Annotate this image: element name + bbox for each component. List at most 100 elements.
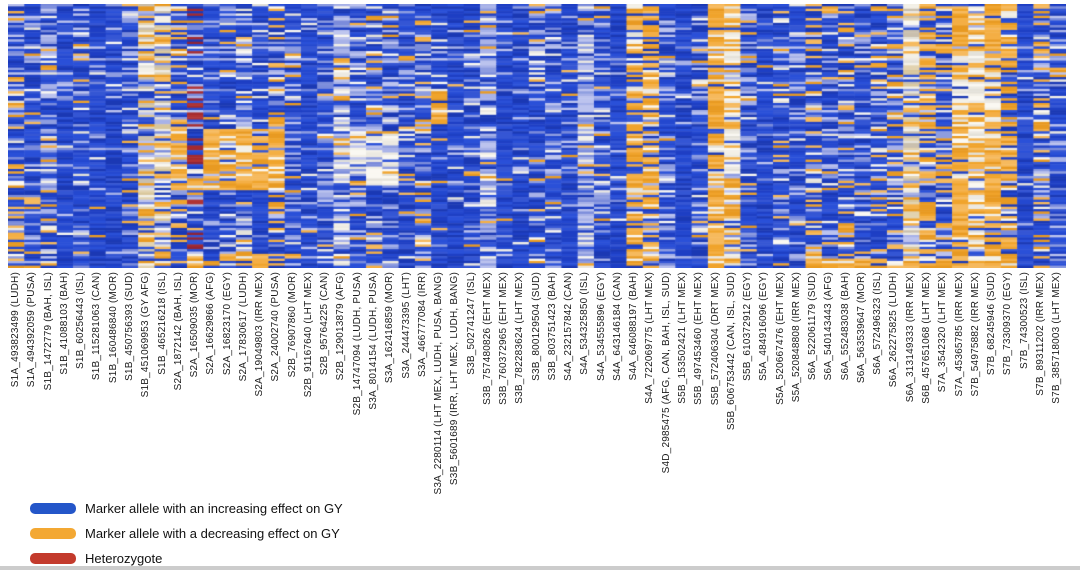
x-axis-label: S2A_17830617 (LUDH): [237, 272, 249, 382]
x-axis-label: S3A_2280114 (LHT MEX, LUDH, PUSA, BANG): [433, 272, 445, 495]
legend-label-increasing: Marker allele with an increasing effect …: [85, 500, 343, 516]
x-axis-label: S6B_457651068 (LHT MEX): [921, 272, 932, 404]
x-axis-label: S4A_643146184 (CAN): [611, 272, 623, 381]
x-axis-label: S7B_74300523 (ISL): [1018, 272, 1030, 370]
x-axis-label-cell: S6A_522061179 (SUD): [805, 272, 821, 562]
x-axis-label: S3B_760372965 (EHT MEX): [498, 272, 510, 405]
x-axis-label-cell: S3B_757480826 (EHT MEX): [480, 272, 496, 562]
x-axis-label: S2B_91167640 (LHT MEX): [302, 272, 314, 398]
x-axis-label-cell: S3A_244473395 (LHT): [398, 272, 414, 562]
x-axis-label-cell: S1A_493823499 (LUDH): [8, 272, 24, 562]
x-axis-label: S6A_313149333 (IRR MEX): [904, 272, 916, 403]
x-axis-label: S4D_2985475 (AFG, CAN, BAH, ISL, SUD): [660, 272, 672, 474]
x-axis-label: S4A_722069775 (LHT MEX): [644, 272, 656, 404]
x-axis-label-cell: S3B_502741247 (ISL): [463, 272, 479, 562]
x-axis-label: S7B_54975882 (IRR MEX): [969, 272, 981, 397]
x-axis-label: S2A_16629866 (AFG): [205, 272, 217, 375]
legend-swatch-decreasing: [30, 527, 76, 539]
x-axis-label: S4A_534555896 (EGY): [595, 272, 607, 381]
x-axis-label-cell: S3B_803751423 (BAH): [545, 272, 561, 562]
x-axis-label: S6A_262275825 (LUDH): [888, 272, 900, 388]
legend-label-heterozygote: Heterozygote: [85, 550, 163, 566]
x-axis-label-cell: S4A_232157842 (CAN): [561, 272, 577, 562]
x-axis-label: S2A_24002740 (PUSA): [270, 272, 282, 382]
x-axis-label: S3B_800129504 (SUD): [530, 272, 542, 381]
x-axis-label-cell: S3B_5601689 (IRR, LHT MEX, LUDH, BANG): [447, 272, 463, 562]
x-axis-label: S7B_89311202 (IRR MEX): [1034, 272, 1046, 396]
x-axis-label: S2A_16823170 (EGY): [221, 272, 233, 376]
x-axis-label: S1B_1472779 (BAH, ISL): [42, 272, 54, 391]
x-axis-label: S3B_782283624 (LHT MEX): [514, 272, 526, 404]
x-axis-label: S1B_160486840 (MOR): [107, 272, 119, 384]
x-axis-label: S3A_466777084 (IRR): [416, 272, 428, 377]
heatmap-canvas: [8, 4, 1066, 268]
legend-swatch-heterozygote: [30, 552, 76, 564]
x-axis-label-cell: S7B_74300523 (ISL): [1016, 272, 1032, 562]
x-axis-label: S7B_73309370 (EGY): [1002, 272, 1014, 376]
x-axis-label: S3B_803751423 (BAH): [546, 272, 558, 381]
x-axis-label: S1B_451069953 (GY AFG): [140, 272, 152, 398]
x-axis-label-cell: S6B_457651068 (LHT MEX): [919, 272, 935, 562]
x-axis-label: S7B_68245946 (SUD): [986, 272, 998, 376]
x-axis-label-cell: S7B_385718003 (LHT MEX): [1049, 272, 1065, 562]
x-axis-label-cell: S5A_484916096 (EGY): [756, 272, 772, 562]
legend-item-heterozygote: Heterozygote: [30, 550, 343, 566]
x-axis-label: S2A_16509035 (MOR): [189, 272, 201, 378]
x-axis-label-cell: S4A_722069775 (LHT MEX): [642, 272, 658, 562]
x-axis-label-cell: S5B_610372912 (EGY): [740, 272, 756, 562]
x-axis-label-cell: S4D_2985475 (AFG, CAN, BAH, ISL, SUD): [659, 272, 675, 562]
x-axis-label-cell: S6A_262275825 (LUDH): [886, 272, 902, 562]
x-axis-label-cell: S4A_534555896 (EGY): [594, 272, 610, 562]
x-axis-label: S3B_5601689 (IRR, LHT MEX, LUDH, BANG): [449, 272, 461, 486]
x-axis-label: S2A_1872142 (BAH, ISL): [172, 272, 184, 391]
x-axis-label: S4A_646088197 (BAH): [628, 272, 640, 381]
x-axis-label: S5B_497453460 (EHT MEX): [693, 272, 705, 405]
x-axis-label-cell: S7A_45365785 (IRR MEX): [951, 272, 967, 562]
x-axis-label: S1B_60256443 (ISL): [75, 272, 87, 370]
x-axis-label-cell: S2B_14747094 (LUDH, PUSA): [350, 272, 366, 562]
x-axis-label: S3B_502741247 (ISL): [465, 272, 477, 375]
x-axis-label-cell: S5B_497453460 (EHT MEX): [691, 272, 707, 562]
x-axis-label: S5B_606753442 (CAN, ISL, SUD): [725, 272, 737, 431]
x-axis-label-cell: S5A_520667476 (EHT MEX): [772, 272, 788, 562]
x-axis-label-cell: S4A_646088197 (BAH): [626, 272, 642, 562]
x-axis-label-cell: S5B_606753442 (CAN, ISL, SUD): [724, 272, 740, 562]
x-axis-label-cell: S7B_54975882 (IRR MEX): [968, 272, 984, 562]
x-axis-label-cell: S6A_552483038 (BAH): [838, 272, 854, 562]
x-axis-label: S5B_572406304 (DRT MEX): [709, 272, 721, 406]
x-axis-label-cell: S7B_68245946 (SUD): [984, 272, 1000, 562]
x-axis-label-cell: S6A_572496323 (ISL): [870, 272, 886, 562]
x-axis-label: S5B_610372912 (EGY): [742, 272, 754, 381]
x-axis-label: S4A_232157842 (CAN): [563, 272, 575, 381]
x-axis-label: S3A_244473395 (LHT): [400, 272, 412, 379]
x-axis-label: S5B_153502421 (LHT MEX): [677, 272, 689, 404]
window-bottom-edge: [0, 566, 1080, 570]
x-axis-label-cell: S5B_153502421 (LHT MEX): [675, 272, 691, 562]
legend-item-increasing: Marker allele with an increasing effect …: [30, 500, 343, 516]
x-axis-label-cell: S6A_313149333 (IRR MEX): [903, 272, 919, 562]
x-axis-label-cell: S5A_520848808 (IRR MEX): [789, 272, 805, 562]
x-axis-label: S2B_95764225 (CAN): [319, 272, 331, 376]
legend: Marker allele with an increasing effect …: [30, 501, 343, 570]
x-axis-label-cell: S3A_162416859 (MOR): [382, 272, 398, 562]
x-axis-label-cell: S6A_540143443 (AFG): [821, 272, 837, 562]
x-axis-label: S1B_450756393 (SUD): [123, 272, 135, 381]
x-axis-label: S1A_494392059 (PUSA): [26, 272, 38, 388]
x-axis-label-cell: S4A_643146184 (CAN): [610, 272, 626, 562]
x-axis-label: S1A_493823499 (LUDH): [10, 272, 22, 388]
x-axis-label: S6A_572496323 (ISL): [872, 272, 884, 375]
x-axis-label-cell: S7B_89311202 (IRR MEX): [1033, 272, 1049, 562]
x-axis-label: S5A_520848808 (IRR MEX): [790, 272, 802, 403]
x-axis-label: S3A_162416859 (MOR): [384, 272, 396, 384]
x-axis-label-cell: S7A_3542320 (LHT MEX): [935, 272, 951, 562]
legend-swatch-increasing: [30, 502, 76, 514]
x-axis-label: S2A_19049803 (IRR MEX): [254, 272, 266, 397]
x-axis-label-cell: S3A_2280114 (LHT MEX, LUDH, PUSA, BANG): [431, 272, 447, 562]
x-axis-label-cell: S3B_760372965 (EHT MEX): [496, 272, 512, 562]
x-axis-label: S2B_129013879 (AFG): [335, 272, 347, 381]
x-axis-label: S5A_484916096 (EGY): [758, 272, 770, 381]
x-axis-label-cell: S5B_572406304 (DRT MEX): [707, 272, 723, 562]
legend-label-decreasing: Marker allele with a decreasing effect o…: [85, 525, 340, 541]
x-axis-label: S3A_8014154 (LUDH, PUSA): [367, 272, 379, 410]
x-axis-label: S7A_45365785 (IRR MEX): [953, 272, 965, 397]
